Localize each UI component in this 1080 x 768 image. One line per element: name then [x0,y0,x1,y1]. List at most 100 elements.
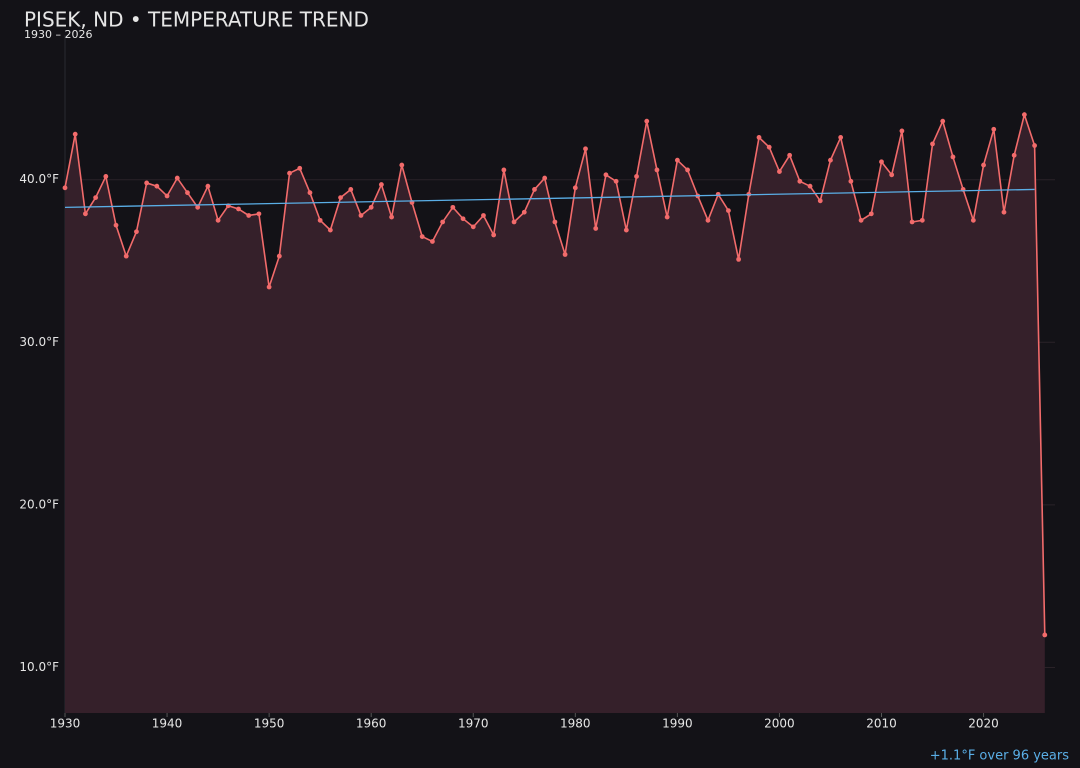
point [879,159,884,165]
point [246,213,252,218]
point [919,217,925,223]
y-tick-label: 40.0°F [19,172,59,186]
point [572,185,578,191]
point [644,118,650,124]
point [899,128,905,134]
point [634,174,639,179]
x-tick-label: 2020 [968,717,999,731]
point [756,135,762,140]
point [603,172,609,178]
point [389,214,394,220]
point [1011,152,1017,158]
point [766,144,772,150]
point [970,217,976,223]
point [368,204,374,210]
point [542,175,548,181]
point [562,252,568,257]
x-tick-label: 1940 [152,717,183,731]
point [838,135,844,140]
point [1032,143,1037,148]
point [134,229,139,235]
point [123,253,129,259]
chart-title: PISEK, ND • TEMPERATURE TREND [24,8,369,32]
point [685,167,690,173]
trend-annotation: +1.1°F over 96 years [930,749,1069,764]
point [378,182,384,187]
point [828,157,833,163]
point [317,217,323,223]
point [889,172,895,178]
point [215,217,221,223]
point [991,126,997,132]
point [348,187,354,192]
point [430,239,435,244]
point [83,211,88,217]
point [491,232,497,238]
x-tick-label: 2010 [866,717,897,731]
point [256,211,262,217]
point [511,219,517,225]
point [777,169,782,174]
point [1042,632,1048,638]
point [236,206,241,212]
point [583,146,588,152]
point [858,217,864,223]
point [154,183,160,189]
point [358,213,364,218]
point [266,284,272,290]
point [1021,112,1027,118]
point [113,222,119,228]
area [65,114,1045,713]
point [327,227,333,233]
point [868,211,874,217]
point [715,191,721,197]
point [593,226,599,231]
x-tick-label: 1930 [50,717,81,731]
point [797,178,803,184]
x-tick-label: 2000 [764,717,795,731]
trend-line [64,188,1035,208]
point [674,157,680,163]
point [930,141,935,147]
point [787,152,793,158]
y-tick-label: 20.0°F [19,497,59,511]
x-tick-label: 1960 [356,717,387,731]
point [103,174,109,179]
x-tick-label: 1980 [560,717,591,731]
y-tick-label: 10.0°F [19,660,59,674]
point [307,190,313,196]
point [981,162,986,168]
point [144,180,150,186]
point [450,204,456,210]
point [205,183,211,189]
point [552,219,558,225]
point [726,208,731,213]
point [623,227,629,233]
x-tick-label: 1990 [662,717,693,731]
point [297,165,303,171]
point [185,190,190,196]
point [481,213,486,218]
point [736,256,742,262]
point [664,214,670,220]
point [440,219,446,225]
point [399,162,405,168]
point [276,253,282,259]
point [654,167,660,173]
x-tick-label: 1970 [458,717,489,731]
point [419,234,425,240]
point [613,178,619,184]
point [940,118,946,124]
point [950,154,956,160]
point [338,195,343,200]
point [532,187,537,192]
point [909,219,915,225]
point [287,170,292,176]
point [460,216,466,222]
point [807,183,813,189]
point [72,131,78,137]
point [470,224,476,230]
point [195,204,201,210]
